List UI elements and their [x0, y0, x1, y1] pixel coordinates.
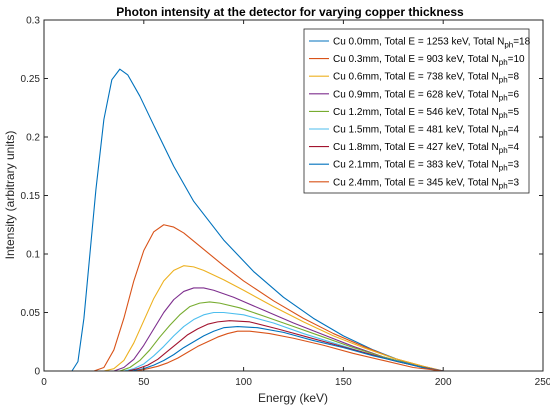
series-line-1 [93, 224, 444, 372]
series-line-2 [103, 265, 444, 372]
x-tick-label: 200 [435, 377, 452, 388]
legend-label-8: Cu 2.4mm, Total E = 345 keV, Total Nph=3 [333, 177, 519, 190]
legend-label-0: Cu 0.0mm, Total E = 1253 keV, Total Nph=… [333, 37, 531, 50]
x-tick-label: 50 [138, 377, 150, 388]
legend-label-6: Cu 1.8mm, Total E = 427 keV, Total Nph=4 [333, 142, 519, 155]
y-tick-label: 0.1 [26, 250, 40, 261]
y-tick-label: 0.2 [26, 133, 40, 144]
x-axis: 0 50 100 150 200 250 [41, 20, 550, 388]
legend-label-3: Cu 0.9mm, Total E = 628 keV, Total Nph=6 [333, 89, 519, 102]
legend-label-1: Cu 0.3mm, Total E = 903 keV, Total Nph=1… [333, 54, 525, 67]
y-axis: 0 0.05 0.1 0.15 0.2 0.25 0.3 [21, 16, 543, 378]
series-line-3 [113, 287, 444, 372]
y-tick-label: 0.3 [26, 16, 40, 27]
series-line-7 [131, 325, 444, 372]
x-axis-label: Energy (keV) [258, 391, 328, 405]
series-line-0 [71, 68, 444, 372]
plot-area [71, 68, 444, 372]
legend-label-2: Cu 0.6mm, Total E = 738 keV, Total Nph=8 [333, 72, 519, 85]
series-line-4 [119, 301, 444, 372]
legend-label-5: Cu 1.5mm, Total E = 481 keV, Total Nph=4 [333, 125, 519, 138]
legend: Cu 0.0mm, Total E = 1253 keV, Total Nph=… [303, 28, 531, 194]
y-tick-label: 0.25 [21, 74, 41, 85]
y-tick-label: 0.05 [21, 308, 41, 319]
x-tick-label: 0 [41, 377, 47, 388]
legend-label-7: Cu 2.1mm, Total E = 383 keV, Total Nph=3 [333, 160, 519, 173]
series-line-6 [127, 320, 444, 372]
y-axis-label: Intensity (arbitrary units) [3, 131, 17, 260]
x-tick-label: 150 [335, 377, 352, 388]
chart-title: Photon intensity at the detector for var… [116, 5, 464, 19]
x-tick-label: 250 [535, 377, 550, 388]
x-tick-label: 100 [235, 377, 252, 388]
series-line-8 [135, 330, 444, 372]
y-tick-label: 0.15 [21, 191, 41, 202]
y-tick-label: 0 [34, 367, 40, 378]
legend-label-4: Cu 1.2mm, Total E = 546 keV, Total Nph=5 [333, 107, 519, 120]
legend-box [303, 28, 530, 194]
